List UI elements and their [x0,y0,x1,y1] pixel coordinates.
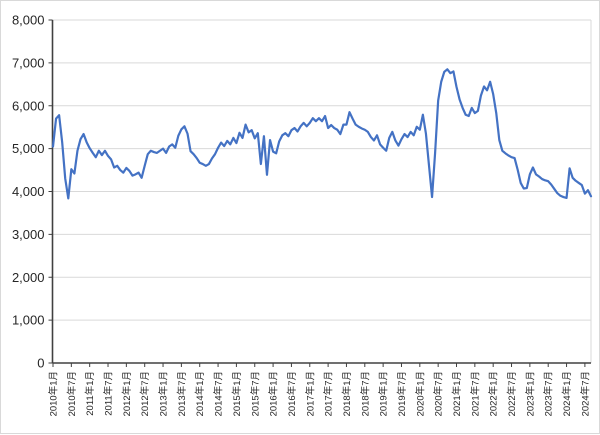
y-tick-labels: 0 1,000 2,000 3,000 4,000 5,000 6,000 7,000 8,00… [12,13,45,371]
x-tick-label: 2018年7月 [359,371,371,416]
x-tick-label: 2020年7月 [433,371,445,416]
x-tick-label: 2022年7月 [506,371,518,416]
x-axis [52,362,591,367]
x-tick-label: 2012年7月 [139,371,151,416]
x-tick-label: 2024年7月 [579,371,591,416]
x-tick-labels: 2010年1月 2010年7月 2011年1月 2011年7月 2012年1月 2012年… [48,371,592,416]
x-tick-label: 2021年1月 [451,371,463,416]
x-tick-label: 2019年7月 [396,371,408,416]
x-tick-label: 2014年1月 [194,371,206,416]
y-tick-label: 3,000 [12,227,45,242]
y-tick-label: 7,000 [12,55,45,70]
x-tick-label: 2011年1月 [84,371,96,416]
x-tick-label: 2011年7月 [103,371,115,416]
x-tick-label: 2010年1月 [48,371,60,416]
y-tick-label: 0 [37,356,44,371]
series-line [51,68,593,200]
x-tick-label: 2019年1月 [378,371,390,416]
x-tick-label: 2021年7月 [469,371,481,416]
y-tick-label: 2,000 [12,270,45,285]
gridlines [52,19,591,321]
x-tick-label: 2023年7月 [543,371,555,416]
x-tick-label: 2017年1月 [304,371,316,416]
x-tick-label: 2016年7月 [286,371,298,416]
y-tick-label: 1,000 [12,313,45,328]
x-tick-label: 2022年1月 [488,371,500,416]
data-line-series [51,68,593,200]
x-tick-label: 2010年7月 [66,371,78,416]
y-axis [48,19,54,364]
x-tick-label: 2017年7月 [323,371,335,416]
x-tick-label: 2013年7月 [176,371,188,416]
x-tick-label: 2018年1月 [341,371,353,416]
y-tick-label: 8,000 [12,13,45,28]
x-tick-label: 2023年1月 [524,371,536,416]
x-tick-label: 2024年1月 [561,371,573,416]
y-tick-label: 5,000 [12,141,45,156]
x-tick-label: 2015年7月 [249,371,261,416]
x-tick-label: 2012年1月 [121,371,133,416]
x-tick-label: 2020年1月 [414,371,426,416]
y-tick-label: 4,000 [12,184,45,199]
x-tick-label: 2013年1月 [158,371,170,416]
x-tick-label: 2016年1月 [268,371,280,416]
x-tick-label: 2015年1月 [231,371,243,416]
x-tick-label: 2014年7月 [213,371,225,416]
y-tick-label: 6,000 [12,98,45,113]
